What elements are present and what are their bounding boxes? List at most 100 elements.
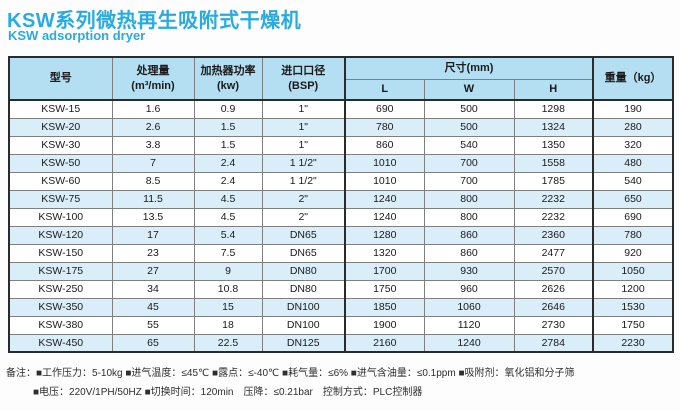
cell-weight: 2230 [592,333,674,353]
cell-weight: 780 [592,225,674,245]
table-row: KSW-120 17 5.4 DN65 1280 860 2360 780 [8,225,674,245]
note-line-1: 备注：■工作压力：5-10kg ■进气温度：≤45℃ ■露点：≤-40℃ ■耗气… [6,364,575,383]
cell-heater-power: 2.4 [193,171,263,191]
cell-heater-power: 22.5 [193,333,263,353]
col-header-inlet-line1: 进口口径 [281,65,326,78]
cell-weight: 1050 [592,261,674,281]
cell-inlet-size: 1" [261,99,346,119]
cell-dim-h: 2232 [513,189,594,209]
col-header-dim-h: H [513,78,594,101]
cell-model: KSW-50 [8,153,113,173]
table-row: KSW-15 1.6 0.9 1" 690 500 1298 190 [8,99,674,119]
col-header-heater-power: 加热器功率 (kw) [193,56,263,101]
cell-heater-power: 1.5 [193,117,263,137]
cell-model: KSW-60 [8,171,113,191]
cell-heater-power: 4.5 [193,207,263,227]
cell-model: KSW-30 [8,135,113,155]
cell-dim-l: 2160 [344,333,425,353]
cell-capacity: 1.6 [111,99,195,119]
cell-dim-h: 2626 [513,279,594,299]
cell-weight: 920 [592,243,674,263]
cell-dim-w: 960 [423,279,515,299]
table-row: KSW-380 55 18 DN100 1900 1120 2730 1750 [8,315,674,335]
cell-dim-w: 700 [423,153,515,173]
table-row: KSW-20 2.6 1.5 1" 780 500 1324 280 [8,117,674,137]
table-body: KSW-15 1.6 0.9 1" 690 500 1298 190 KSW-20 2.6 1.5 1… [8,99,674,353]
cell-inlet-size: 1 1/2" [261,171,346,191]
cell-dim-w: 930 [423,261,515,281]
cell-capacity: 65 [111,333,195,353]
cell-weight: 540 [592,171,674,191]
cell-dim-l: 1280 [344,225,425,245]
cell-model: KSW-380 [8,315,113,335]
col-header-heater-line1: 加热器功率 [200,65,256,78]
cell-dim-w: 1060 [423,297,515,317]
cell-dim-l: 1900 [344,315,425,335]
table-row: KSW-350 45 15 DN100 1850 1060 2646 1530 [8,297,674,317]
cell-inlet-size: 1 1/2" [261,153,346,173]
col-header-dim-l: L [344,78,425,101]
cell-dim-w: 800 [423,189,515,209]
col-header-inlet-size: 进口口径 (BSP) [261,56,346,101]
col-header-capacity-line2: (m³/min) [131,79,175,92]
cell-dim-l: 1240 [344,189,425,209]
cell-dim-w: 700 [423,171,515,191]
cell-dim-h: 1785 [513,171,594,191]
cell-dim-l: 690 [344,99,425,119]
cell-heater-power: 2.4 [193,153,263,173]
cell-inlet-size: 1" [261,135,346,155]
col-header-model: 型号 [8,56,113,101]
cell-inlet-size: 1" [261,117,346,137]
cell-inlet-size: 2" [261,207,346,227]
cell-dim-l: 1700 [344,261,425,281]
cell-heater-power: 15 [193,297,263,317]
cell-inlet-size: DN100 [261,315,346,335]
cell-model: KSW-350 [8,297,113,317]
note-line-2: ■电压：220V/1PH/50HZ ■切换时间：120min 压降：≤0.21b… [6,383,575,402]
cell-dim-w: 860 [423,225,515,245]
cell-model: KSW-75 [8,189,113,209]
cell-heater-power: 9 [193,261,263,281]
col-header-dimensions: 尺寸(mm) [344,56,594,80]
spec-table: 型号 处理量 (m³/min) 加热器功率 (kw) 进口口径 (BSP) 尺寸(mm… [8,56,674,353]
cell-inlet-size: 2" [261,189,346,209]
table-header: 型号 处理量 (m³/min) 加热器功率 (kw) 进口口径 (BSP) 尺寸(mm… [8,56,674,101]
cell-dim-h: 2477 [513,243,594,263]
page-title-en: KSW adsorption dryer [8,28,146,43]
cell-capacity: 3.8 [111,135,195,155]
cell-weight: 280 [592,117,674,137]
cell-dim-w: 540 [423,135,515,155]
cell-capacity: 13.5 [111,207,195,227]
cell-dim-l: 1010 [344,171,425,191]
cell-model: KSW-120 [8,225,113,245]
cell-model: KSW-250 [8,279,113,299]
cell-model: KSW-175 [8,261,113,281]
note-label: 备注： [6,368,36,379]
cell-capacity: 45 [111,297,195,317]
cell-weight: 1750 [592,315,674,335]
cell-dim-h: 2784 [513,333,594,353]
table-row: KSW-250 34 10.8 DN80 1750 960 2626 1200 [8,279,674,299]
cell-capacity: 8.5 [111,171,195,191]
cell-heater-power: 1.5 [193,135,263,155]
col-header-heater-line2: (kw) [217,79,239,92]
cell-dim-h: 2360 [513,225,594,245]
cell-dim-h: 1298 [513,99,594,119]
table-row: KSW-60 8.5 2.4 1 1/2" 1010 700 1785 540 [8,171,674,191]
cell-heater-power: 18 [193,315,263,335]
cell-capacity: 2.6 [111,117,195,137]
cell-dim-l: 1320 [344,243,425,263]
cell-capacity: 55 [111,315,195,335]
notes: 备注：■工作压力：5-10kg ■进气温度：≤45℃ ■露点：≤-40℃ ■耗气… [6,364,575,402]
cell-dim-l: 780 [344,117,425,137]
cell-model: KSW-150 [8,243,113,263]
cell-model: KSW-100 [8,207,113,227]
cell-dim-h: 2232 [513,207,594,227]
cell-dim-w: 500 [423,99,515,119]
cell-inlet-size: DN100 [261,297,346,317]
col-header-inlet-line2: (BSP) [288,79,319,92]
cell-inlet-size: DN80 [261,261,346,281]
cell-inlet-size: DN65 [261,225,346,245]
cell-dim-l: 1850 [344,297,425,317]
table-row: KSW-100 13.5 4.5 2" 1240 800 2232 690 [8,207,674,227]
